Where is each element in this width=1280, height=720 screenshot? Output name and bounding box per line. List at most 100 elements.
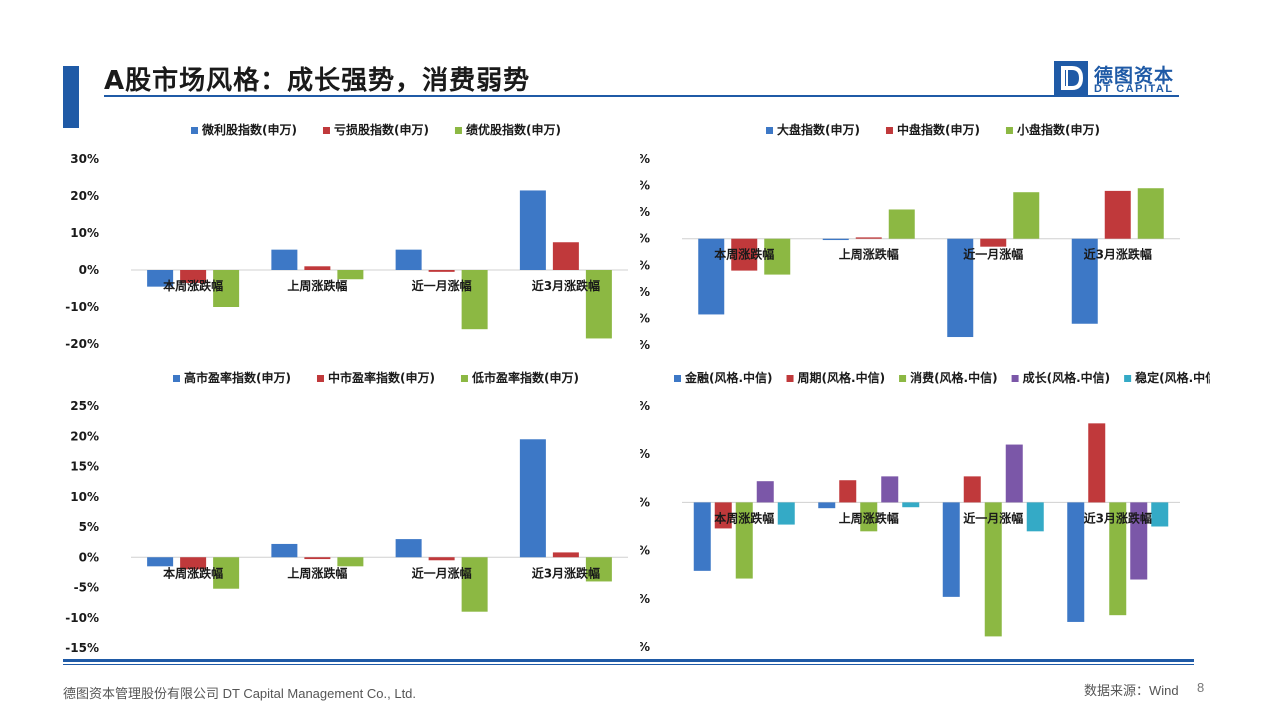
page-title: A股市场风格：成长强势，消费弱势 <box>104 66 531 96</box>
bar <box>552 552 579 558</box>
bar <box>1109 502 1127 616</box>
legend-label: 中市盈率指数(申万) <box>328 370 435 385</box>
bar <box>888 209 915 239</box>
legend-swatch <box>1124 375 1132 382</box>
y-tick-label: 20% <box>70 189 99 203</box>
footer-source: 数据来源：Wind <box>1084 683 1179 698</box>
legend-swatch <box>1005 127 1013 134</box>
bar <box>1137 188 1164 239</box>
y-tick-label: 10% <box>640 399 650 413</box>
title-accent-bar <box>63 66 79 128</box>
footer-company: 德图资本管理股份有限公司 DT Capital Management Co., … <box>63 686 417 701</box>
x-category-label: 本周涨跌幅 <box>714 510 774 525</box>
y-tick-label: 10% <box>70 490 99 504</box>
bar <box>731 238 758 271</box>
y-tick-label: 20% <box>70 429 99 443</box>
legend-swatch <box>173 375 180 382</box>
y-tick-label: 6% <box>640 152 650 166</box>
legend-swatch <box>786 375 794 382</box>
bar <box>1013 192 1040 239</box>
legend-swatch <box>1011 375 1019 382</box>
y-tick-label: -8% <box>640 338 650 352</box>
bar <box>1130 502 1148 580</box>
legend-swatch <box>191 127 198 134</box>
x-category-label: 上周涨跌幅 <box>839 247 899 262</box>
y-tick-label: -10% <box>640 592 650 606</box>
y-tick-label: -10% <box>65 300 99 314</box>
x-category-label: 近3月涨跌幅 <box>532 278 600 293</box>
x-category-label: 近一月涨幅 <box>412 278 472 293</box>
bar <box>984 502 1002 637</box>
legend-label: 大盘指数(申万) <box>777 122 860 137</box>
footer-divider <box>63 659 1194 662</box>
bar <box>1005 444 1023 503</box>
bar <box>822 238 849 241</box>
bar <box>585 270 612 339</box>
bar <box>860 502 878 532</box>
bar <box>756 481 774 503</box>
bar <box>1071 238 1098 324</box>
bar <box>271 249 298 270</box>
bar <box>519 439 546 558</box>
legend-swatch <box>316 375 324 382</box>
legend-label: 消费(风格.中信) <box>910 370 998 385</box>
legend-swatch <box>899 375 907 382</box>
bar <box>1104 190 1131 239</box>
bar <box>855 237 882 239</box>
bar <box>764 238 791 275</box>
chart-cap-size: 大盘指数(申万) 中盘指数(申万) 小盘指数(申万) -8% -6% -4% -2% 0% 2%… <box>640 122 1180 352</box>
bar <box>337 557 364 567</box>
y-tick-label: 0% <box>640 495 650 509</box>
bar <box>213 270 240 307</box>
bar <box>147 270 174 287</box>
y-tick-label: 5% <box>640 447 650 461</box>
bar <box>902 502 920 508</box>
x-category-label: 本周涨跌幅 <box>163 278 223 293</box>
bar <box>1151 502 1169 527</box>
y-tick-label: 15% <box>70 460 99 474</box>
y-tick-label: -5% <box>74 581 99 595</box>
bar <box>585 557 612 582</box>
bar <box>980 238 1007 247</box>
y-tick-label: -2% <box>640 258 650 272</box>
bar <box>552 242 579 270</box>
bar <box>735 502 753 579</box>
legend-swatch <box>885 127 893 134</box>
x-category-label: 近一月涨幅 <box>963 247 1023 262</box>
bar <box>428 270 455 272</box>
bar <box>698 238 725 315</box>
bar <box>180 557 207 570</box>
bar <box>693 502 711 571</box>
bar <box>213 557 240 589</box>
legend-label: 金融(风格.中信) <box>684 370 773 385</box>
y-tick-label: -15% <box>65 641 99 655</box>
bar <box>461 557 488 612</box>
legend-swatch <box>322 127 330 134</box>
bar <box>147 557 174 567</box>
bar <box>304 266 331 270</box>
bar <box>304 557 331 560</box>
bar <box>881 476 899 503</box>
bar <box>947 238 974 338</box>
bar <box>395 539 422 558</box>
y-tick-label: 4% <box>640 179 650 193</box>
x-category-label: 近3月涨跌幅 <box>1084 510 1152 525</box>
legend-swatch <box>674 375 681 382</box>
x-category-label: 近一月涨幅 <box>412 565 472 580</box>
legend-label: 稳定(风格.中信) <box>1135 370 1210 385</box>
bar <box>839 480 857 503</box>
bar <box>337 270 364 280</box>
legend-label: 周期(风格.中信) <box>798 370 886 385</box>
y-tick-label: -6% <box>640 311 650 325</box>
x-category-label: 上周涨跌幅 <box>287 565 347 580</box>
chart-profit-style: 微利股指数(申万) 亏损股指数(申万) 绩优股指数(申万) -20% -10% 0% 10%… <box>65 122 628 351</box>
x-category-label: 近3月涨跌幅 <box>1084 247 1152 262</box>
footer-divider-thin <box>63 664 1194 665</box>
legend-label: 小盘指数(申万) <box>1017 122 1100 137</box>
title-divider <box>104 95 1179 97</box>
x-category-label: 本周涨跌幅 <box>714 247 774 262</box>
y-tick-label: 10% <box>70 226 99 240</box>
page-number: 8 <box>1197 680 1205 695</box>
legend-label: 中盘指数(申万) <box>897 122 980 137</box>
y-tick-label: 0% <box>640 232 650 246</box>
